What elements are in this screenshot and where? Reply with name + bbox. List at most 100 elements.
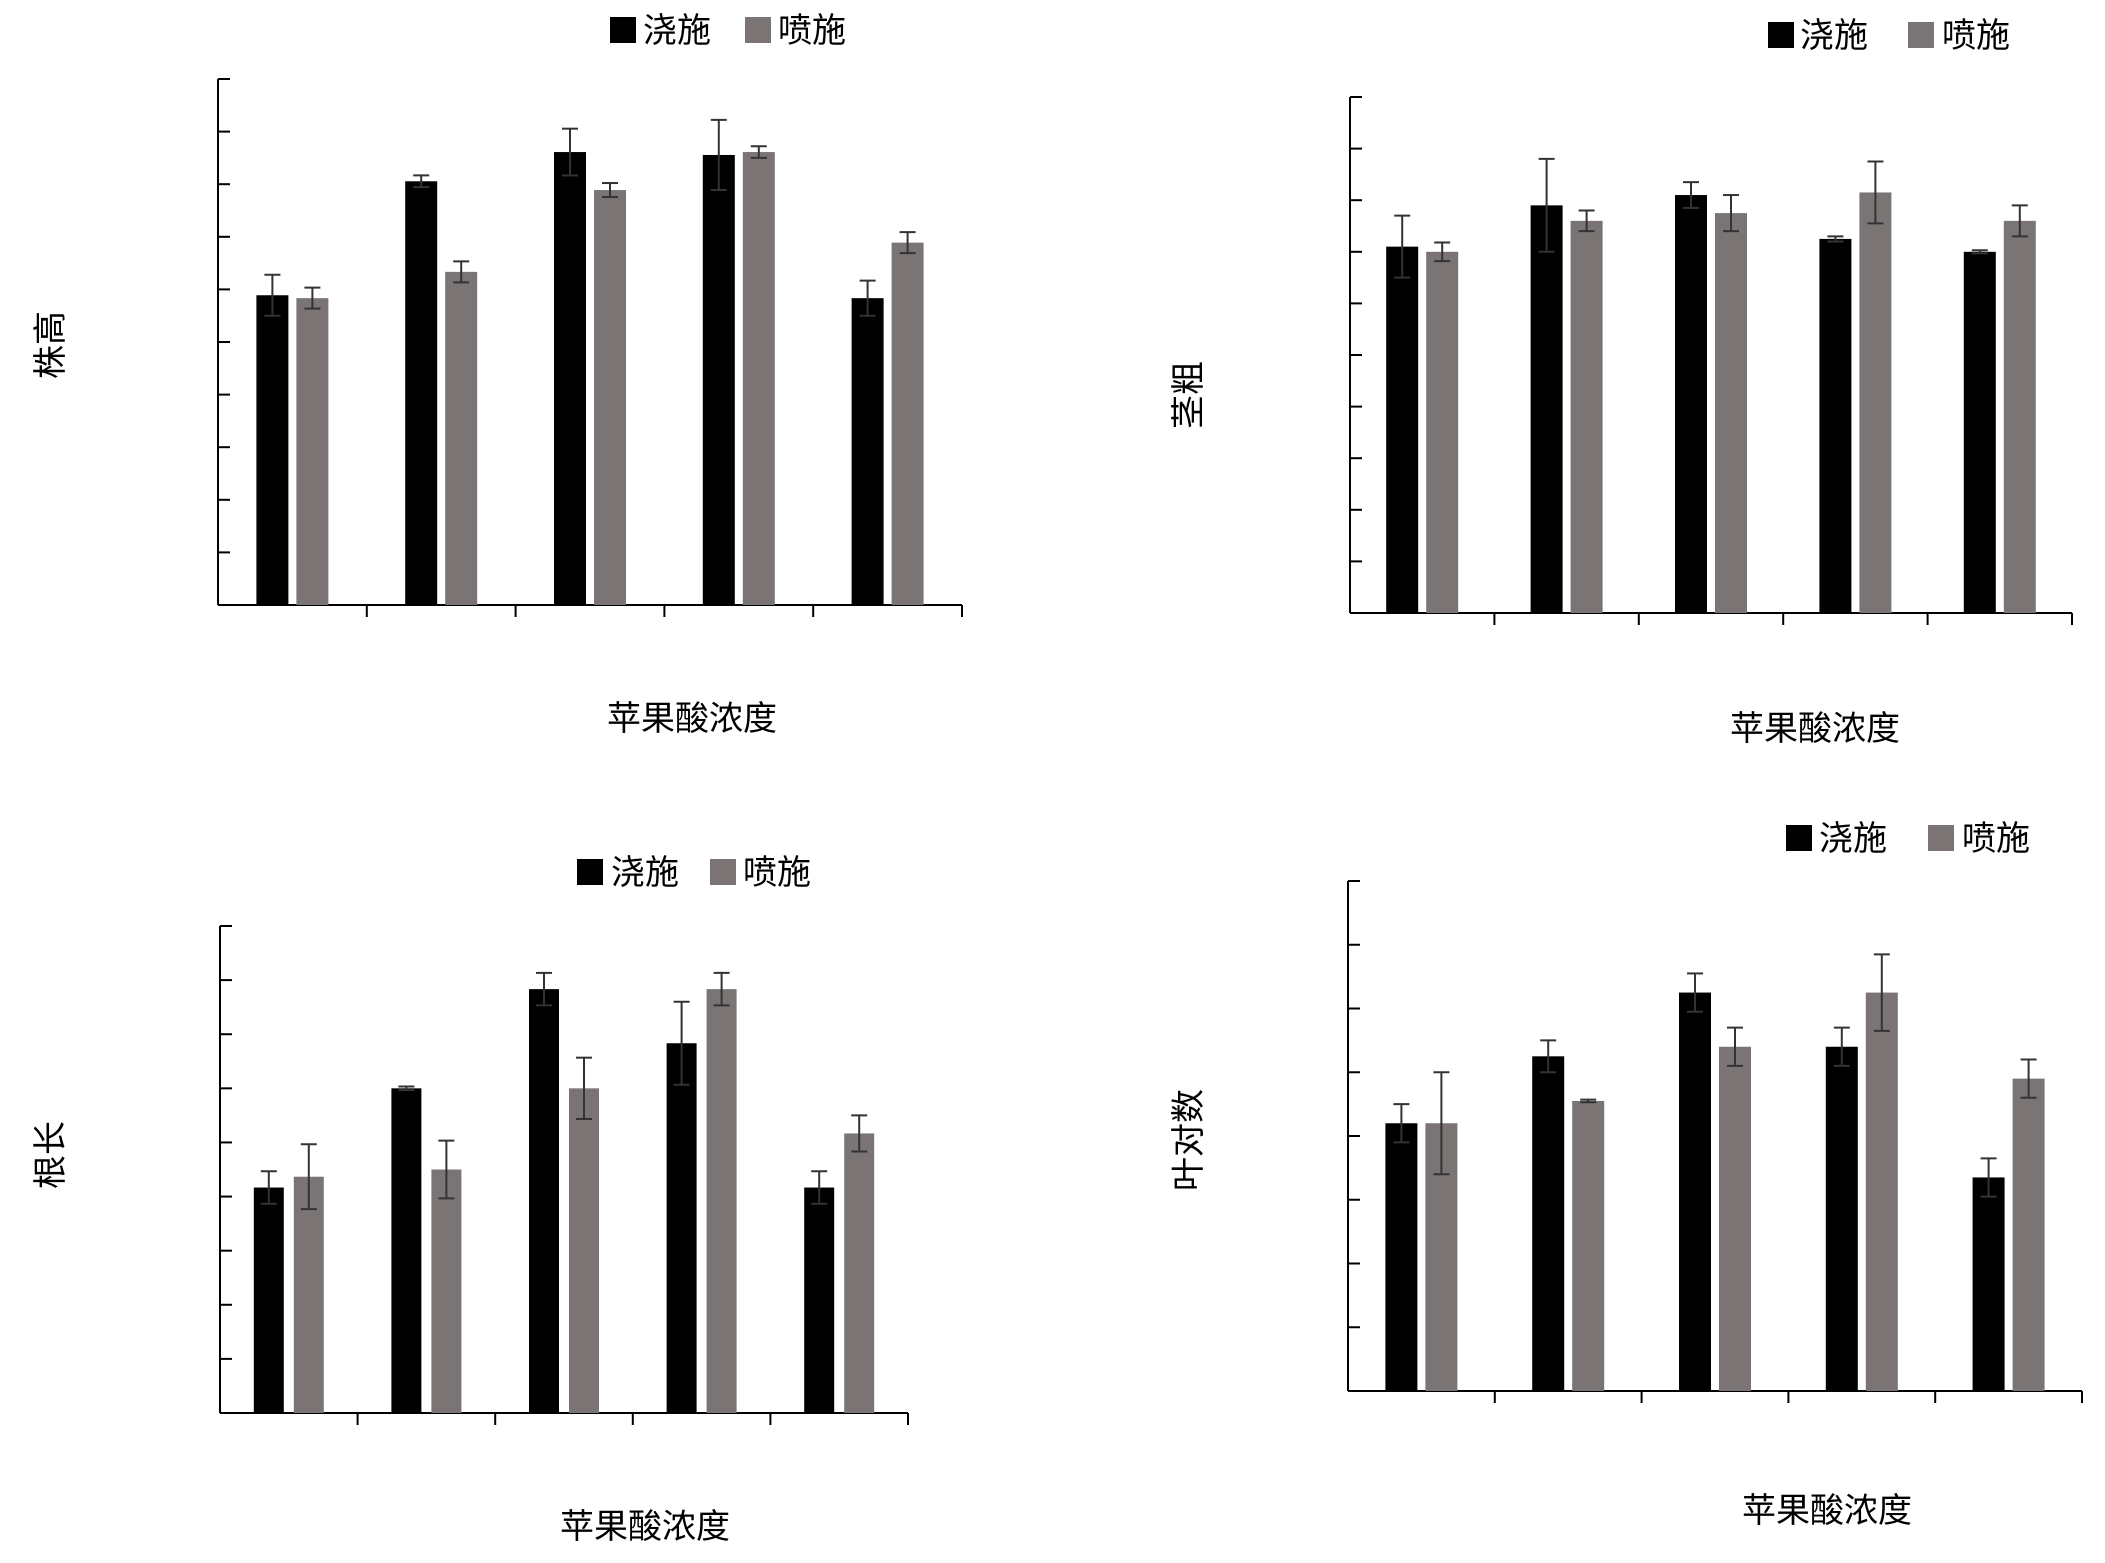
error-bar bbox=[1971, 249, 1988, 255]
error-bar bbox=[899, 231, 916, 255]
error-bar bbox=[1867, 160, 1884, 225]
bar-jiaoshi-2 bbox=[391, 1088, 422, 1413]
error-bar bbox=[1727, 1026, 1743, 1067]
error-bar bbox=[1833, 1026, 1850, 1067]
legend-label-jiaoshi: 浇施 bbox=[1800, 16, 1868, 56]
bar-jiaoshi-2 bbox=[405, 181, 438, 605]
bar-jiaoshi-5 bbox=[804, 1187, 835, 1413]
bar-jiaoshi-5 bbox=[1972, 1177, 2005, 1391]
legend-label-penshi: 喷施 bbox=[1962, 819, 2030, 859]
error-bar bbox=[851, 1114, 868, 1153]
bar-penshi-3 bbox=[1715, 213, 1747, 613]
error-bar bbox=[1580, 1098, 1597, 1104]
error-bar bbox=[264, 273, 281, 317]
error-bar bbox=[300, 1143, 317, 1211]
bar-penshi-5 bbox=[844, 1133, 875, 1413]
bar-penshi-5 bbox=[2003, 220, 2036, 613]
legend-swatch-penshi bbox=[1908, 22, 1934, 48]
y-axis-title: 叶对数 bbox=[1169, 1089, 1209, 1191]
x-axis-title: 苹果酸浓度 bbox=[607, 699, 777, 739]
bar-jiaoshi-4 bbox=[1825, 1046, 1858, 1391]
legend-label-jiaoshi: 浇施 bbox=[611, 853, 679, 893]
bar-jiaoshi-3 bbox=[529, 989, 559, 1413]
error-bar bbox=[413, 174, 430, 189]
error-bar bbox=[576, 1056, 592, 1120]
legend-swatch-penshi bbox=[710, 859, 736, 885]
bar-jiaoshi-1 bbox=[256, 295, 289, 605]
error-bar bbox=[713, 971, 730, 1007]
error-bar bbox=[398, 1085, 415, 1092]
y-axis-title: 株高 bbox=[31, 311, 71, 379]
bar-jiaoshi-4 bbox=[702, 154, 735, 605]
bar-penshi-4 bbox=[1859, 192, 1892, 613]
error-bar bbox=[1394, 214, 1411, 279]
x-axis-title: 苹果酸浓度 bbox=[560, 1507, 730, 1547]
error-bar bbox=[1683, 181, 1699, 209]
bar-jiaoshi-2 bbox=[1530, 205, 1563, 614]
bar-jiaoshi-3 bbox=[554, 152, 586, 606]
bar-penshi-5 bbox=[891, 242, 924, 605]
bar-jiaoshi-1 bbox=[1385, 1123, 1418, 1391]
error-bar bbox=[1540, 1039, 1557, 1074]
bar-penshi-4 bbox=[1865, 992, 1898, 1391]
error-bar bbox=[1433, 1071, 1450, 1176]
legend-label-penshi: 喷施 bbox=[743, 853, 811, 893]
y-axis-title: 根长 bbox=[31, 1121, 71, 1189]
legend-swatch-penshi bbox=[1928, 825, 1954, 851]
bar-penshi-3 bbox=[594, 190, 626, 606]
legend: 浇施 喷施 bbox=[577, 853, 811, 893]
bar-penshi-5 bbox=[2012, 1078, 2045, 1391]
error-bar bbox=[438, 1139, 455, 1200]
legend-swatch-jiaoshi bbox=[577, 859, 603, 885]
error-bar bbox=[1393, 1103, 1410, 1144]
error-bar bbox=[710, 118, 727, 192]
error-bar bbox=[1434, 241, 1451, 263]
error-bar bbox=[2020, 1058, 2037, 1099]
x-axis-title: 苹果酸浓度 bbox=[1742, 1491, 1912, 1531]
bar-jiaoshi-3 bbox=[1675, 195, 1707, 614]
bar-jiaoshi-4 bbox=[1819, 238, 1852, 613]
legend: 浇施 喷施 bbox=[610, 11, 846, 51]
error-bar bbox=[602, 182, 618, 199]
error-bar bbox=[304, 286, 321, 310]
legend-swatch-jiaoshi bbox=[610, 17, 636, 43]
legend-label-penshi: 喷施 bbox=[778, 11, 846, 51]
legend-label-jiaoshi: 浇施 bbox=[643, 11, 711, 51]
bar-jiaoshi-4 bbox=[666, 1043, 697, 1413]
bar-jiaoshi-5 bbox=[851, 298, 884, 605]
bar-penshi-2 bbox=[1570, 220, 1603, 613]
bar-jiaoshi-3 bbox=[1679, 992, 1711, 1391]
error-bar bbox=[673, 1000, 690, 1086]
legend-swatch-jiaoshi bbox=[1768, 22, 1794, 48]
legend-swatch-jiaoshi bbox=[1786, 825, 1812, 851]
legend: 浇施 喷施 bbox=[1786, 819, 2030, 859]
y-axis-title: 茎粗 bbox=[1169, 361, 1209, 429]
bar-jiaoshi-2 bbox=[1532, 1056, 1565, 1391]
bar-penshi-1 bbox=[296, 298, 329, 605]
error-bar bbox=[1538, 157, 1555, 253]
bar-jiaoshi-5 bbox=[1963, 251, 1996, 614]
bar-penshi-1 bbox=[293, 1176, 324, 1413]
legend-label-jiaoshi: 浇施 bbox=[1819, 819, 1887, 859]
error-bar bbox=[1873, 953, 1890, 1032]
bar-penshi-2 bbox=[445, 271, 478, 605]
error-bar bbox=[2011, 204, 2028, 238]
bar-jiaoshi-1 bbox=[1386, 246, 1419, 613]
error-bar bbox=[1687, 972, 1703, 1013]
error-bar bbox=[1578, 209, 1595, 233]
bar-penshi-2 bbox=[431, 1169, 462, 1413]
error-bar bbox=[260, 1170, 277, 1205]
error-bar bbox=[1980, 1157, 1997, 1198]
legend-label-penshi: 喷施 bbox=[1942, 16, 2010, 56]
legend-swatch-penshi bbox=[745, 17, 771, 43]
error-bar bbox=[536, 971, 552, 1007]
x-axis-title: 苹果酸浓度 bbox=[1730, 709, 1900, 749]
error-bar bbox=[1827, 235, 1844, 243]
error-bar bbox=[859, 279, 876, 317]
error-bar bbox=[1723, 194, 1739, 233]
bar-penshi-3 bbox=[1719, 1046, 1751, 1391]
